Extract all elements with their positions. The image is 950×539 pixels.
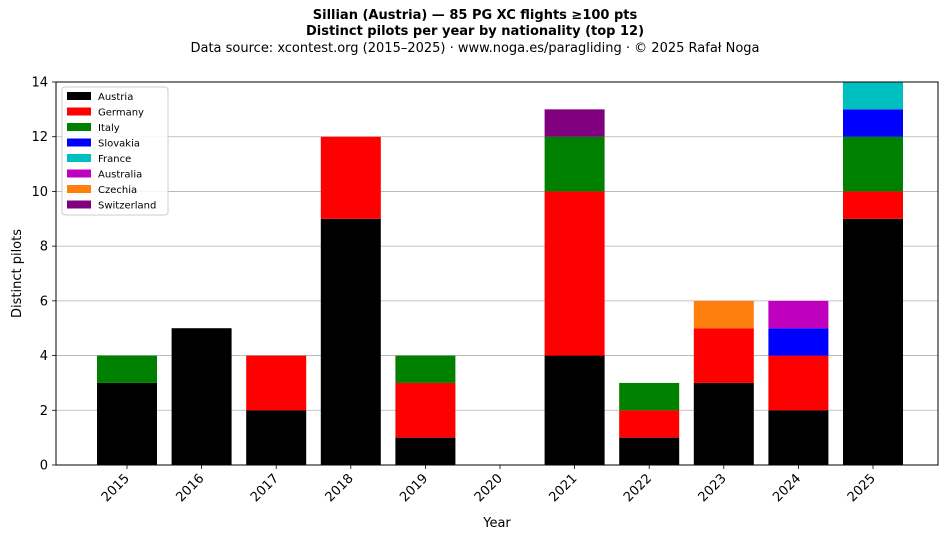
legend-swatch [67, 154, 91, 162]
bar-segment-france [843, 82, 903, 110]
x-tick-label: 2018 [323, 471, 357, 505]
x-tick-label: 2023 [696, 471, 730, 505]
bar-segment-italy [843, 136, 903, 192]
y-tick-label: 12 [31, 130, 48, 145]
bar-segment-italy [544, 136, 605, 192]
x-tick-label: 2025 [845, 471, 879, 505]
bar-segment-australia [768, 300, 829, 329]
x-tick-label: 2020 [472, 471, 506, 505]
chart-title: Sillian (Austria) — 85 PG XC flights ≥10… [312, 8, 638, 23]
bar-segment-austria [246, 410, 307, 465]
data-source-note: Data source: xcontest.org (2015–2025) · … [190, 41, 760, 56]
y-tick-label: 8 [40, 240, 48, 255]
legend-label: Switzerland [98, 201, 156, 212]
legend-swatch [67, 138, 91, 147]
bar-segment-italy [619, 382, 680, 411]
bar-segment-czechia [693, 300, 754, 329]
bar-segment-germany [693, 328, 754, 383]
x-tick-label: 2017 [248, 471, 282, 505]
legend-swatch [67, 92, 91, 100]
y-tick-label: 0 [40, 459, 48, 474]
x-tick-label: 2021 [546, 471, 580, 505]
bar-segment-slovakia [768, 328, 829, 356]
legend-swatch [67, 200, 91, 209]
legend-label: Germany [98, 108, 144, 119]
bar-segment-switzerland [544, 109, 605, 137]
bar-segment-slovakia [843, 109, 903, 137]
legend-label: Austria [98, 92, 133, 103]
bar-segment-austria [320, 218, 381, 465]
x-tick-label: 2022 [621, 471, 655, 505]
bar-segment-germany [320, 136, 381, 219]
x-tick-label: 2019 [397, 471, 431, 505]
y-tick-label: 6 [40, 294, 48, 309]
legend-label: Slovakia [98, 139, 140, 150]
bar-segment-austria [619, 437, 680, 465]
bar-segment-germany [246, 355, 307, 411]
bar-segment-austria [395, 437, 456, 465]
bar-segment-germany [843, 191, 903, 219]
bar-segment-austria [97, 382, 157, 465]
legend-swatch [67, 185, 91, 193]
bar-segment-germany [619, 410, 680, 438]
bar-segment-austria [768, 410, 829, 465]
legend-label: Australia [98, 170, 142, 181]
legend: Austria Germany Italy Slovakia France Austral… [61, 86, 169, 216]
x-tick-label: 2015 [99, 471, 133, 505]
legend-label: Czechia [98, 185, 137, 196]
bar-segment-germany [544, 191, 605, 356]
legend-label: France [98, 154, 131, 165]
bar-segment-austria [544, 355, 605, 465]
bar-segment-austria [843, 218, 903, 465]
bar-segment-germany [395, 382, 456, 438]
x-axis: 2015 2016 2017 2018 2019 2020 2021 2022 2023 2024… [99, 465, 879, 505]
bars [97, 82, 903, 465]
bar-segment-germany [768, 355, 829, 411]
x-tick-label: 2016 [173, 471, 207, 505]
bar-segment-italy [395, 355, 456, 383]
legend-swatch [67, 169, 91, 178]
chart-subtitle: Distinct pilots per year by nationality … [305, 24, 645, 39]
chart-titles: Sillian (Austria) — 85 PG XC flights ≥10… [0, 8, 950, 57]
y-axis: 0 2 4 6 8 10 12 14 [31, 76, 56, 474]
legend-swatch [67, 107, 91, 116]
bar-segment-austria [693, 382, 754, 465]
y-axis-label: Distinct pilots [10, 229, 25, 318]
y-tick-label: 2 [40, 404, 48, 419]
plot-frame [55, 81, 939, 466]
y-tick-label: 14 [31, 76, 48, 91]
y-tick-label: 10 [31, 185, 48, 200]
legend-swatch [67, 123, 91, 131]
x-tick-label: 2024 [770, 471, 804, 505]
x-axis-label: Year [482, 516, 511, 531]
legend-label: Italy [98, 123, 120, 134]
bar-segment-austria [171, 328, 232, 465]
legend-box [61, 86, 169, 216]
y-tick-label: 4 [40, 349, 48, 364]
bar-segment-italy [97, 355, 157, 383]
